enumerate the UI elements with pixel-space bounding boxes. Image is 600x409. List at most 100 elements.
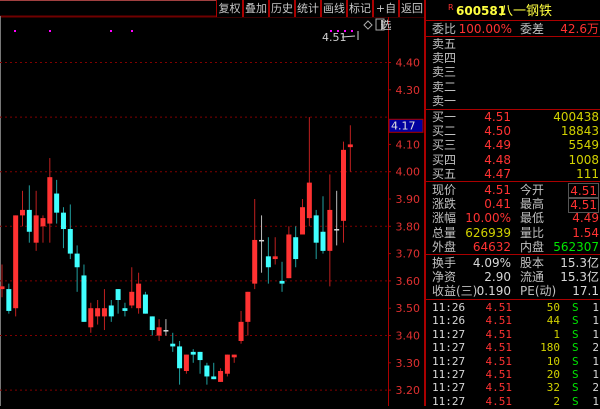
tick-price: 4.51 (485, 354, 513, 368)
candle-body (26, 209, 32, 232)
tick-row: 11:27 4.51 20 S 1 (426, 368, 600, 382)
tick-row: 11:27 4.51 180 S 2 (426, 341, 600, 355)
stat-label: 总量 (432, 225, 457, 240)
fund-value: 15.3亿 (560, 270, 599, 285)
candle (47, 158, 53, 243)
candle-body (231, 354, 237, 358)
tick-side: S (572, 381, 579, 395)
tick-count: 1 (592, 314, 599, 328)
candle (224, 354, 230, 377)
fund-value: 2.90 (484, 270, 511, 285)
fundamental-row: 收益(三) 0.190 PE(动) 17.1 (426, 284, 600, 298)
panel-toggle-icon[interactable] (375, 18, 385, 31)
bid-label: 买四 (432, 152, 457, 167)
back-button[interactable]: 返回 (399, 0, 425, 17)
ask-label: 卖四 (432, 51, 457, 66)
bid-row: 买一 4.51 400438 (426, 110, 600, 124)
tick-volume: 2 (553, 394, 560, 408)
stat-row: 外盘 64632 内盘 562307 (426, 240, 600, 254)
candle (67, 204, 73, 260)
bid-label: 买五 (432, 166, 457, 181)
candle-body (67, 229, 73, 254)
candle-body (47, 177, 53, 224)
candle-body (320, 231, 326, 251)
y-tick-label: 3.30 (396, 357, 421, 370)
candle (54, 179, 60, 224)
candle-body (183, 354, 189, 371)
history-button[interactable]: 历史 (269, 0, 295, 17)
candle-body (6, 289, 12, 311)
candle-body (115, 289, 121, 301)
add-watchlist-button[interactable]: +自选 (373, 0, 399, 32)
candle (327, 174, 333, 287)
candle (238, 310, 244, 344)
stat-value: 626939 (465, 225, 511, 240)
statistics-button[interactable]: 统计 (295, 0, 321, 17)
candle (149, 316, 155, 336)
fund-label: 净资 (432, 270, 457, 285)
draw-line-button[interactable]: 画线 (321, 0, 347, 17)
tick-count: 1 (592, 368, 599, 381)
weibi-value: 100.00% (458, 22, 512, 36)
tick-time: 11:27 (432, 327, 466, 341)
fuquan-button[interactable]: 复权 (216, 0, 243, 17)
quote-panel: R 600581 八一钢铁 委比 100.00% 委差 42.6万 卖五 卖四 卖三… (424, 0, 600, 408)
tick-side: S (572, 341, 579, 355)
candle-body (122, 308, 128, 311)
candle-body (211, 376, 217, 380)
candle-body (101, 308, 107, 317)
candle (259, 215, 265, 273)
candlestick-chart[interactable]: 4.40 4.30 4.10 4.00 3.90 3.80 3.70 3.60 3.50 3.40… (0, 0, 424, 406)
candle-body (334, 229, 340, 231)
tick-volume: 20 (546, 368, 560, 381)
current-price-box (388, 118, 424, 133)
tick-price: 4.51 (485, 368, 513, 381)
tick-volume: 44 (546, 314, 560, 328)
ask-row: 卖一 (426, 94, 600, 108)
price-arrow (341, 35, 356, 38)
weibi-row: 委比 100.00% 委差 42.6万 (426, 22, 600, 36)
candle-body (218, 370, 224, 382)
tick-count: 2 (592, 341, 599, 355)
diamond-icon[interactable] (363, 20, 373, 30)
candle (313, 209, 319, 260)
candle (60, 207, 66, 249)
marker-dot (337, 30, 339, 32)
bid-row: 买四 4.48 1008 (426, 153, 600, 167)
candle (347, 125, 353, 172)
tick-side: S (572, 368, 579, 381)
fund-value: 17.1 (572, 284, 599, 299)
candle (334, 190, 340, 246)
candle-body (245, 291, 251, 322)
stat-row: 涨跌 0.41 最高 4.51 (426, 197, 600, 214)
candle (156, 319, 162, 341)
ask-row: 卖四 (426, 51, 600, 65)
bid-volume: 1008 (568, 152, 599, 167)
bid-label: 买三 (432, 138, 457, 153)
stat-label: 外盘 (432, 239, 457, 254)
bid-label: 买一 (432, 110, 457, 124)
candle (129, 267, 135, 309)
candle-body (347, 144, 353, 148)
candle-body (108, 305, 114, 317)
candle (101, 289, 107, 331)
tick-time: 11:27 (432, 394, 466, 408)
weicha-label: 委差 (520, 22, 545, 36)
tick-time: 11:26 (432, 314, 466, 328)
ask-row: 卖二 (426, 80, 600, 94)
bid-price: 4.49 (484, 138, 511, 153)
stat-row: 涨幅 10.00% 最低 4.49 (426, 211, 600, 225)
bid-price: 4.47 (484, 166, 511, 181)
bid-row: 买三 4.49 5549 (426, 138, 600, 152)
mark-button[interactable]: 标记 (347, 0, 373, 17)
candle (211, 362, 217, 380)
candle (320, 196, 326, 254)
tick-count: 1 (592, 301, 599, 314)
candle (183, 354, 189, 374)
candle-body (177, 346, 183, 369)
overlay-button[interactable]: 叠加 (243, 0, 269, 17)
tick-volume: 50 (546, 301, 560, 314)
candle (163, 319, 169, 336)
candle-body (129, 291, 135, 306)
candle (33, 190, 39, 251)
